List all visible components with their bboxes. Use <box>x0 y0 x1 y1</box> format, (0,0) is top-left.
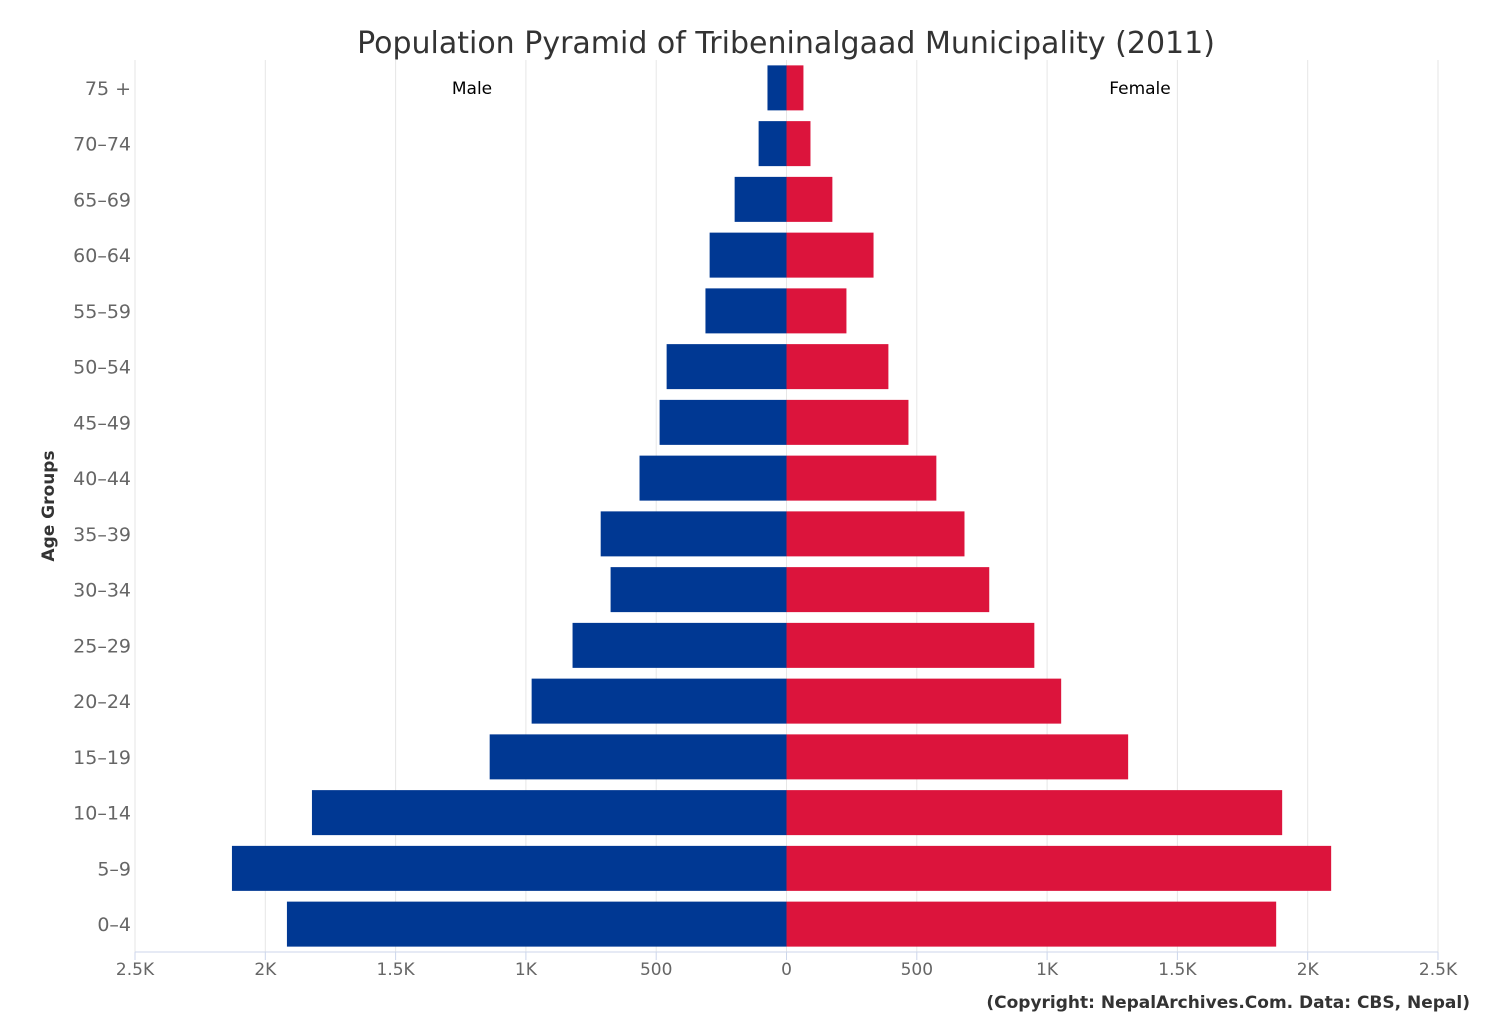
bar-male[interactable] <box>231 845 787 891</box>
bar-male[interactable] <box>600 511 787 557</box>
bar-female[interactable] <box>786 121 811 167</box>
y-tick-label: 20–24 <box>73 691 131 713</box>
bar-female[interactable] <box>786 511 965 557</box>
x-tick-label: 1K <box>1036 960 1059 980</box>
x-tick-label: 0 <box>781 960 792 980</box>
y-tick-label: 70–74 <box>73 134 131 156</box>
y-tick-label: 5–9 <box>97 858 131 880</box>
y-tick-label: 35–39 <box>73 524 131 546</box>
y-tick-label: 25–29 <box>73 635 131 657</box>
bar-female[interactable] <box>786 455 937 501</box>
bar-female[interactable] <box>786 567 990 613</box>
bar-male[interactable] <box>758 121 787 167</box>
x-tick-label: 2K <box>1297 960 1320 980</box>
bar-female[interactable] <box>786 176 833 222</box>
x-tick-label: 2.5K <box>1419 960 1458 980</box>
x-tick-label: 500 <box>901 960 933 980</box>
bar-female[interactable] <box>786 65 804 111</box>
x-tick-label: 1.5K <box>377 960 416 980</box>
bar-female[interactable] <box>786 232 874 278</box>
bar-male[interactable] <box>311 790 787 836</box>
bar-male[interactable] <box>639 455 787 501</box>
x-tick-label: 1K <box>515 960 538 980</box>
y-axis-title: Age Groups <box>39 450 59 561</box>
y-tick-label: 15–19 <box>73 747 131 769</box>
bar-female[interactable] <box>786 845 1332 891</box>
bar-male[interactable] <box>610 567 787 613</box>
bar-male[interactable] <box>659 399 787 445</box>
y-tick-label: 45–49 <box>73 412 131 434</box>
series-label-female: Female <box>1109 79 1170 99</box>
bar-male[interactable] <box>709 232 787 278</box>
bar-male[interactable] <box>531 678 787 724</box>
bar-female[interactable] <box>786 734 1129 780</box>
bar-female[interactable] <box>786 790 1283 836</box>
bar-female[interactable] <box>786 399 909 445</box>
bar-male[interactable] <box>767 65 787 111</box>
y-tick-label: 0–4 <box>97 914 131 936</box>
bar-male[interactable] <box>666 344 787 390</box>
bar-female[interactable] <box>786 622 1035 668</box>
chart-title: Population Pyramid of Tribeninalgaad Mun… <box>357 26 1215 61</box>
bar-female[interactable] <box>786 901 1277 947</box>
y-tick-label: 40–44 <box>73 468 131 490</box>
y-tick-label: 10–14 <box>73 803 131 825</box>
bar-male[interactable] <box>705 288 787 334</box>
bar-male[interactable] <box>572 622 787 668</box>
bar-male[interactable] <box>286 901 787 947</box>
bar-female[interactable] <box>786 344 889 390</box>
y-tick-label: 30–34 <box>73 580 131 602</box>
y-tick-label: 55–59 <box>73 301 131 323</box>
bar-male[interactable] <box>489 734 787 780</box>
y-tick-label: 50–54 <box>73 357 131 379</box>
y-tick-label: 60–64 <box>73 245 131 267</box>
x-tick-label: 2K <box>254 960 277 980</box>
x-tick-label: 1.5K <box>1158 960 1197 980</box>
y-tick-label: 75 + <box>85 78 131 100</box>
series-label-male: Male <box>452 79 492 99</box>
bar-female[interactable] <box>786 678 1062 724</box>
x-tick-label: 500 <box>640 960 672 980</box>
bar-female[interactable] <box>786 288 847 334</box>
bar-male[interactable] <box>734 176 787 222</box>
y-tick-label: 65–69 <box>73 189 131 211</box>
credit-text: (Copyright: NepalArchives.Com. Data: CBS… <box>986 993 1470 1013</box>
x-tick-label: 2.5K <box>116 960 155 980</box>
